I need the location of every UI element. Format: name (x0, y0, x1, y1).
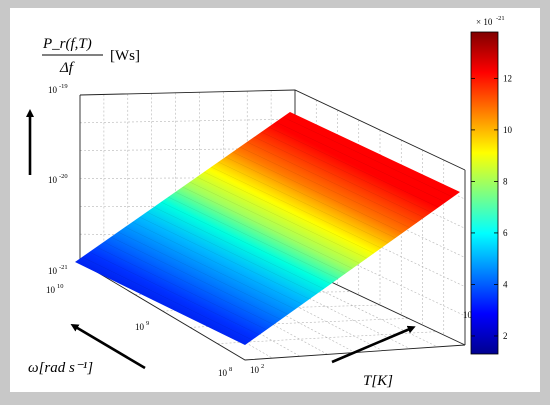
colorbar-multiplier: × 10 (476, 17, 493, 27)
z-tick-0-base: 10 (48, 85, 58, 95)
z-tick-1-exp: -20 (59, 173, 68, 180)
z-tick-0-exp: -19 (59, 83, 68, 90)
omega-tick-0-base: 10 (46, 285, 56, 295)
omega-tick-1-exp: 9 (146, 320, 149, 327)
omega-tick-0-exp: 10 (57, 283, 64, 290)
z-tick-2-exp: -21 (59, 264, 68, 271)
z-label-denominator: Δf (59, 60, 75, 76)
colorbar-multiplier-exp: -21 (496, 15, 505, 22)
omega-axis-label: ω[rad s⁻¹] (28, 360, 93, 376)
T-axis-label: T[K] (363, 373, 393, 389)
colorbar-gradient (471, 32, 498, 354)
colorbar-tick-label: 12 (503, 73, 512, 83)
omega-tick-2-base: 10 (218, 368, 228, 378)
colorbar-tick-label: 8 (503, 176, 508, 186)
colorbar-tick-label: 6 (503, 228, 508, 238)
colorbar-tick-label: 10 (503, 125, 513, 135)
z-tick-1-base: 10 (48, 175, 58, 185)
colorbar-tick-label: 4 (503, 279, 508, 289)
z-tick-2-base: 10 (48, 266, 58, 276)
omega-tick-1-base: 10 (135, 322, 145, 332)
T-tick-0-base: 10 (250, 365, 260, 375)
colorbar-tick-label: 2 (503, 331, 508, 341)
T-tick-0-exp: 2 (261, 363, 264, 370)
omega-tick-2-exp: 8 (229, 366, 232, 373)
z-label-unit: [Ws] (110, 48, 140, 64)
z-label-numerator: P_r(f,T) (42, 36, 92, 52)
